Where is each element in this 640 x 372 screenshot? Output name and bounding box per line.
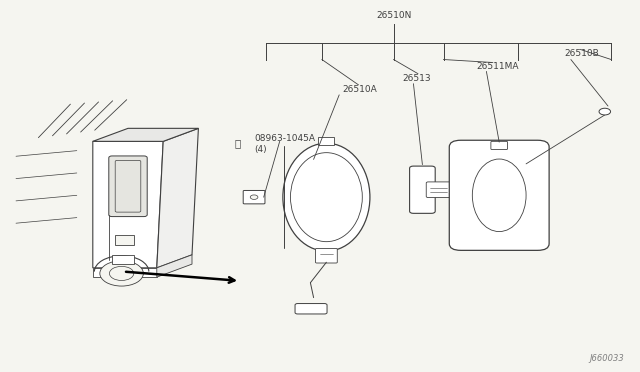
Ellipse shape [109,266,134,280]
Polygon shape [157,128,198,268]
Text: (4): (4) [254,145,267,154]
Bar [115,235,134,245]
FancyBboxPatch shape [426,182,451,198]
Text: 08963-1045A: 08963-1045A [254,134,315,143]
FancyBboxPatch shape [316,248,337,263]
Bar [319,137,334,145]
Ellipse shape [283,143,370,251]
Text: 26510A: 26510A [342,85,377,94]
Text: 26511MA: 26511MA [477,62,519,71]
Ellipse shape [472,159,526,231]
FancyBboxPatch shape [115,160,141,212]
FancyBboxPatch shape [109,156,147,217]
Ellipse shape [100,261,143,286]
Circle shape [599,108,611,115]
Polygon shape [93,141,163,268]
Polygon shape [157,255,192,277]
FancyBboxPatch shape [410,166,435,214]
FancyBboxPatch shape [449,140,549,250]
Ellipse shape [291,153,362,242]
FancyBboxPatch shape [295,304,327,314]
Text: J660033: J660033 [589,354,624,363]
Bar [112,255,134,264]
Text: Ⓝ: Ⓝ [235,138,241,148]
Polygon shape [93,128,198,141]
Bar [93,268,157,277]
Text: 26513: 26513 [402,74,431,83]
FancyBboxPatch shape [243,190,265,204]
FancyBboxPatch shape [491,141,508,150]
Text: 26510B: 26510B [564,49,599,58]
Text: 26510N: 26510N [376,12,412,20]
Circle shape [250,195,258,199]
